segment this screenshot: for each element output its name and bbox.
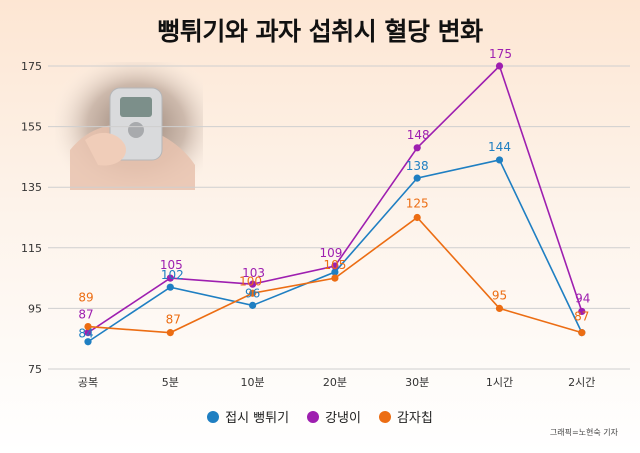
data-label-series-0: 84 xyxy=(78,327,93,341)
x-tick-label: 10분 xyxy=(241,376,265,389)
legend-item-series-2: 감자칩 xyxy=(378,407,433,426)
glucose-meter-photo xyxy=(55,62,203,190)
data-label-series-2: 87 xyxy=(166,313,181,327)
data-point-series-1 xyxy=(578,307,586,316)
data-label-series-1: 109 xyxy=(319,246,342,260)
graphic-credit: 그래픽=노현숙 기자 xyxy=(549,428,618,437)
legend-label-series-2: 감자칩 xyxy=(396,411,433,426)
data-point-series-0 xyxy=(84,338,92,346)
data-point-series-2 xyxy=(413,213,421,222)
data-point-series-1 xyxy=(413,144,421,152)
legend-marker-series-2 xyxy=(378,410,391,423)
y-tick-label: 175 xyxy=(21,60,42,73)
data-point-series-2 xyxy=(331,274,339,282)
y-tick-label: 115 xyxy=(21,242,42,255)
legend-label-series-0: 접시 뻥튀기 xyxy=(225,411,290,426)
data-point-series-0 xyxy=(495,156,504,164)
data-label-series-1: 148 xyxy=(407,128,430,142)
x-tick-label: 공복 xyxy=(78,376,98,389)
data-label-series-1: 94 xyxy=(575,291,590,305)
data-point-series-1 xyxy=(166,274,174,282)
data-point-series-1 xyxy=(84,329,92,337)
legend-label-series-1: 강냉이 xyxy=(325,411,361,426)
data-label-series-0: 144 xyxy=(488,140,511,154)
data-point-series-0 xyxy=(166,283,174,291)
data-point-series-0 xyxy=(249,301,257,309)
y-tick-label: 155 xyxy=(21,121,42,134)
x-tick-label: 2시간 xyxy=(568,376,595,389)
data-label-series-2: 125 xyxy=(406,197,429,211)
data-label-series-1: 103 xyxy=(242,266,265,280)
data-label-series-0: 138 xyxy=(406,159,429,173)
legend-item-series-0: 접시 뻥튀기 xyxy=(207,407,289,426)
data-label-series-0: 96 xyxy=(245,286,260,300)
data-point-series-1 xyxy=(331,262,339,270)
data-point-series-2 xyxy=(84,322,92,331)
y-tick-label: 95 xyxy=(28,302,42,315)
data-label-series-1: 175 xyxy=(489,47,512,61)
data-label-series-2: 89 xyxy=(78,291,93,305)
data-label-series-2: 95 xyxy=(492,288,507,302)
x-tick-label: 1시간 xyxy=(486,376,513,389)
legend-marker-series-1 xyxy=(307,410,320,423)
legend-item-series-1: 강냉이 xyxy=(307,407,361,426)
data-point-series-2 xyxy=(249,289,257,297)
data-point-series-1 xyxy=(495,62,504,70)
chart-title: 뻥튀기와 과자 섭취시 혈당 변화 xyxy=(157,17,483,46)
data-point-series-1 xyxy=(249,280,257,288)
data-point-series-0 xyxy=(331,268,339,276)
data-point-series-0 xyxy=(413,174,421,182)
chart-legend: 접시 뻥튀기 강냉이 감자칩 xyxy=(0,407,640,426)
data-label-series-1: 105 xyxy=(160,258,183,272)
legend-marker-series-0 xyxy=(207,410,220,423)
data-point-series-2 xyxy=(166,329,174,337)
data-label-series-2: 100 xyxy=(239,274,262,288)
y-tick-label: 135 xyxy=(21,181,42,194)
x-tick-label: 5분 xyxy=(162,376,179,389)
x-tick-label: 20분 xyxy=(323,376,347,389)
data-label-series-2: 105 xyxy=(323,258,346,272)
data-label-series-1: 87 xyxy=(78,308,93,322)
y-tick-label: 75 xyxy=(28,363,42,376)
data-point-series-2 xyxy=(578,329,586,337)
data-label-series-2: 87 xyxy=(574,310,589,324)
data-label-series-0: 102 xyxy=(161,268,184,282)
data-point-series-2 xyxy=(495,304,504,312)
x-tick-label: 30분 xyxy=(405,376,429,389)
